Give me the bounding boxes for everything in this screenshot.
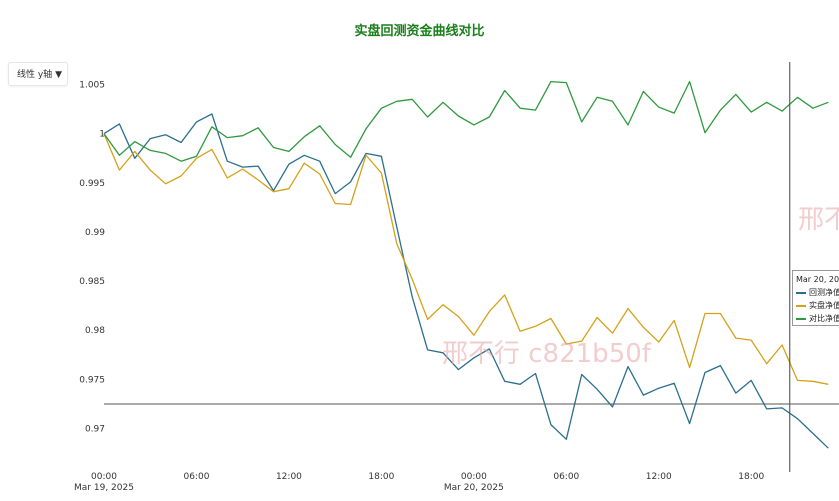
tooltip-label: 实盘净值 (809, 301, 839, 310)
series-line-1[interactable] (103, 133, 829, 385)
x-tick-date: Mar 19, 2025 (74, 483, 134, 493)
series-lines (103, 80, 829, 449)
chart-title: 实盘回测资金曲线对比 (354, 24, 485, 39)
x-tick-label: 06:00 (553, 472, 579, 482)
tooltip-label: 回测净值 (809, 288, 839, 297)
crosshair (104, 62, 839, 472)
series-line-0[interactable] (103, 113, 829, 449)
y-tick-label: 1.005 (79, 81, 105, 91)
y-tick-label: 0.975 (79, 375, 105, 385)
hover-tooltip: Mar 20, 2025 回测净值 实盘净值 对比净值 (792, 270, 839, 326)
tooltip-row-live: 实盘净值 (796, 299, 839, 312)
chevron-down-icon: ▼ (55, 70, 62, 80)
watermark-text: 邢不行 c821b50f (442, 339, 652, 369)
tooltip-date: Mar 20, 2025 (796, 275, 839, 284)
y-tick-label: 0.995 (79, 179, 105, 189)
tooltip-row-backtest: 回测净值 (796, 286, 839, 299)
x-tick-label: 18:00 (738, 472, 764, 482)
y-tick-label: 0.98 (85, 326, 105, 336)
y-axis-mode-select[interactable]: 线性 y轴 ▼ (8, 62, 68, 86)
watermarks: 邢不行邢不行 c821b50f (442, 205, 839, 369)
tooltip-row-compare: 对比净值 (796, 312, 839, 325)
x-tick-label: 18:00 (368, 472, 394, 482)
x-tick-date: Mar 20, 2025 (444, 483, 504, 493)
y-axis-ticks: 1.005 1 0.995 0.99 0.985 0.98 0.975 0.97 (79, 81, 105, 435)
x-tick-label: 12:00 (276, 472, 302, 482)
y-tick-label: 0.97 (85, 425, 105, 435)
tooltip-label: 对比净值 (809, 314, 839, 323)
y-axis-mode-label: 线性 y轴 (17, 70, 53, 80)
x-tick-label: 12:00 (646, 472, 672, 482)
x-tick-label: 00:00 (461, 472, 487, 482)
x-tick-label: 06:00 (183, 472, 209, 482)
series-line-2[interactable] (103, 80, 829, 162)
watermark-text: 邢不行 (798, 205, 839, 235)
y-tick-label: 0.985 (79, 277, 105, 287)
x-tick-label: 00:00 (91, 472, 117, 482)
y-tick-label: 0.99 (85, 228, 105, 238)
y-tick-label: 1 (99, 130, 105, 140)
